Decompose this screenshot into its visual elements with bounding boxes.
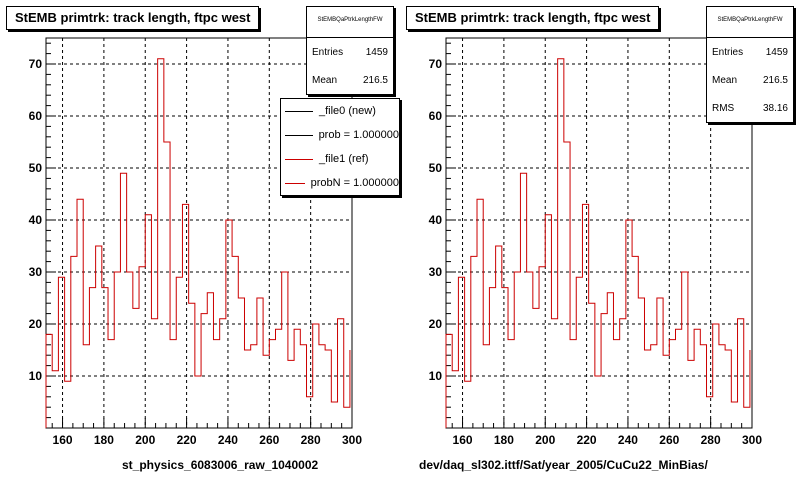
stats-mean: Mean 216.5 bbox=[307, 66, 393, 94]
x-tick-label: 300 bbox=[342, 433, 362, 447]
x-tick-label: 240 bbox=[218, 433, 238, 447]
legend-entry: _file0 (new) bbox=[281, 99, 399, 123]
legend-label: prob = 1.000000 bbox=[318, 129, 399, 141]
y-tick-label: 10 bbox=[29, 369, 43, 383]
x-tick-label: 180 bbox=[494, 433, 514, 447]
stats-entries-label: Entries bbox=[312, 46, 344, 58]
stats-rms-value: 38.16 bbox=[762, 102, 788, 114]
stats-mean-value: 216.5 bbox=[362, 74, 388, 86]
y-tick-label: 40 bbox=[429, 213, 443, 227]
y-tick-label: 70 bbox=[429, 57, 443, 71]
plot-area-right: 160 180 200 220 240 260 280 300 10 20 30 40 50 60 70 bbox=[429, 37, 762, 447]
legend-entry: prob = 1.000000 bbox=[281, 123, 399, 147]
stats-header: StEMBQaPtrkLengthFW bbox=[707, 7, 793, 38]
legend-swatch bbox=[285, 182, 305, 184]
histogram-panel-right: 160 180 200 220 240 260 280 300 10 20 30 40 50 60 70 S… bbox=[400, 0, 800, 480]
stats-mean-label: Mean bbox=[712, 74, 738, 86]
x-tick-label: 160 bbox=[53, 433, 73, 447]
y-tick-label: 50 bbox=[29, 161, 43, 175]
y-tick-label: 70 bbox=[29, 57, 43, 71]
stats-box: StEMBQaPtrkLengthFW Entries 1459 Mean 21… bbox=[306, 6, 394, 95]
x-tick-label: 260 bbox=[659, 433, 679, 447]
x-tick-label: 220 bbox=[177, 433, 197, 447]
x-tick-label: 200 bbox=[135, 433, 155, 447]
y-tick-label: 10 bbox=[429, 369, 443, 383]
legend-entry: _file1 (ref) bbox=[281, 147, 399, 171]
histogram-panel-left: 160 180 200 220 240 260 280 300 10 20 30 40 50 60 70 S… bbox=[6, 6, 400, 472]
chart-title: StEMB primtrk: track length, ftpc west bbox=[6, 6, 260, 30]
y-tick-label: 50 bbox=[429, 161, 443, 175]
stats-mean: Mean 216.5 bbox=[707, 66, 793, 94]
stats-entries: Entries 1459 bbox=[307, 38, 393, 66]
x-tick-label: 220 bbox=[577, 433, 597, 447]
x-tick-label: 300 bbox=[742, 433, 762, 447]
x-tick-label: 280 bbox=[301, 433, 321, 447]
x-tick-label: 240 bbox=[618, 433, 638, 447]
stats-entries-value: 1459 bbox=[365, 46, 388, 58]
legend-label: _file0 (new) bbox=[319, 105, 376, 117]
legend-swatch bbox=[285, 158, 313, 160]
stats-entries-value: 1459 bbox=[765, 46, 788, 58]
histogram-series-line bbox=[445, 58, 751, 428]
stats-box: StEMBQaPtrkLengthFW Entries 1459 Mean 21… bbox=[706, 6, 794, 123]
stats-header: StEMBQaPtrkLengthFW bbox=[307, 7, 393, 38]
stats-rms-label: RMS bbox=[712, 102, 735, 114]
x-axis-title: st_physics_6083006_raw_1040002 bbox=[122, 458, 319, 472]
legend-swatch bbox=[285, 134, 313, 136]
y-tick-label: 30 bbox=[429, 265, 443, 279]
stats-mean-value: 216.5 bbox=[762, 74, 788, 86]
x-tick-label: 200 bbox=[535, 433, 555, 447]
legend-swatch bbox=[285, 110, 313, 112]
stats-mean-label: Mean bbox=[312, 74, 338, 86]
y-tick-label: 20 bbox=[429, 317, 443, 331]
plot-frame bbox=[445, 37, 753, 429]
chart-title: StEMB primtrk: track length, ftpc west bbox=[406, 6, 660, 30]
y-tick-label: 30 bbox=[29, 265, 43, 279]
y-tick-label: 20 bbox=[29, 317, 43, 331]
stats-entries: Entries 1459 bbox=[707, 38, 793, 66]
histogram-series-line bbox=[45, 58, 351, 428]
x-tick-label: 160 bbox=[453, 433, 473, 447]
x-tick-label: 260 bbox=[259, 433, 279, 447]
legend-label: probN = 1.000000 bbox=[310, 177, 399, 189]
legend-entry: probN = 1.000000 bbox=[281, 171, 399, 195]
stats-rms: RMS 38.16 bbox=[707, 94, 793, 122]
x-tick-label: 180 bbox=[94, 433, 114, 447]
x-tick-label: 280 bbox=[701, 433, 721, 447]
legend-label: _file1 (ref) bbox=[319, 153, 369, 165]
y-tick-label: 60 bbox=[429, 109, 443, 123]
y-tick-label: 40 bbox=[29, 213, 43, 227]
stats-entries-label: Entries bbox=[712, 46, 744, 58]
x-axis-title: dev/daq_sl302.ittf/Sat/year_2005/CuCu22_… bbox=[419, 458, 708, 472]
y-tick-label: 60 bbox=[29, 109, 43, 123]
legend: _file0 (new) prob = 1.000000 _file1 (ref… bbox=[280, 98, 400, 196]
